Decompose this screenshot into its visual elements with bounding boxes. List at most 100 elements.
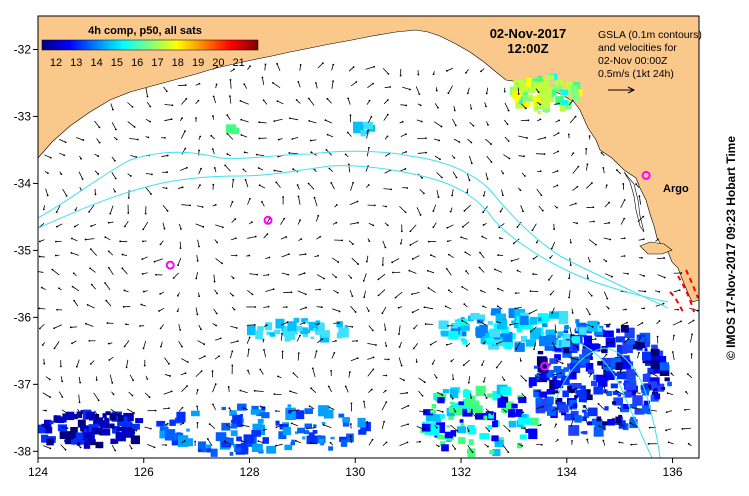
velocity-arrow-head [465,345,468,347]
velocity-arrow [486,155,492,163]
velocity-arrow-head [132,379,135,382]
velocity-arrow-head [297,352,300,355]
velocity-arrow-head [111,381,114,384]
velocity-arrow-head [367,129,370,132]
velocity-arrow-head [437,445,440,448]
velocity-arrow-head [486,178,489,180]
sst-cell [518,414,530,425]
sst-cell [467,428,477,435]
velocity-arrow-head [665,411,668,414]
velocity-arrow-head [65,194,68,197]
sst-cell [613,397,624,406]
sst-cell [450,326,461,335]
sst-cell [79,440,85,445]
velocity-arrow-head [381,312,384,315]
velocity-arrow-head [355,81,358,83]
velocity-arrow-head [196,405,198,408]
sst-cell [287,321,297,332]
velocity-arrow-head [387,358,390,361]
velocity-arrow [88,204,95,213]
velocity-arrow-head [450,360,453,363]
velocity-arrow-head [351,325,354,328]
velocity-arrow [227,133,234,140]
velocity-arrow-head [602,439,605,442]
sst-cell [551,89,557,96]
sst-cell [163,423,168,427]
sst-cell [446,425,450,428]
velocity-arrow [470,411,476,417]
sst-cell [532,96,543,108]
sst-cell [226,437,234,446]
velocity-arrow [213,274,215,282]
velocity-arrow-head [184,147,187,150]
velocity-arrow-head [226,424,228,427]
velocity-arrow-head [470,162,473,165]
velocity-arrow-head [261,76,264,79]
velocity-arrow-head [319,235,322,238]
velocity-arrow [436,409,443,413]
sst-cell [616,352,623,357]
velocity-arrow-head [335,276,337,279]
velocity-arrow-head [584,417,587,420]
sst-cell [552,375,557,381]
sst-cell [159,426,169,435]
velocity-arrow [276,443,283,447]
velocity-arrow-head [198,82,201,85]
velocity-arrow-head [309,442,312,444]
colorbar-tick: 14 [90,57,102,69]
velocity-arrow [416,207,421,216]
velocity-arrow-head [285,306,288,308]
velocity-arrow [350,81,357,87]
sst-cell [448,330,459,340]
velocity-arrow-head [292,372,295,375]
sst-cell [664,377,670,382]
sst-cell [113,439,119,444]
velocity-arrow [276,63,281,72]
sst-cell [357,417,366,428]
velocity-arrow-head [547,279,550,281]
velocity-arrow-head [104,282,107,284]
velocity-arrow-head [394,296,397,299]
sst-cell [321,422,326,425]
velocity-arrow-head [368,146,370,149]
argo-float [165,260,175,270]
velocity-arrow-head [386,113,389,116]
sst-cell [266,331,271,336]
sst-cell [539,77,550,89]
velocity-arrow-head [502,172,504,175]
velocity-arrow-head [649,372,652,375]
sst-cell [564,414,571,421]
sst-cell [68,414,75,419]
sst-cell [606,390,612,397]
velocity-arrow-head [198,245,200,248]
velocity-arrow-head [386,224,389,227]
velocity-arrow [511,258,520,262]
velocity-arrow-head [348,371,351,373]
velocity-arrow-head [338,310,341,313]
velocity-arrow-head [413,327,416,330]
velocity-arrow [366,147,370,157]
sst-cell [568,425,580,436]
sst-cell [521,413,528,418]
sst-cell [502,332,513,343]
sst-cell [500,386,512,396]
velocity-arrow [515,341,521,350]
velocity-arrow [78,394,80,403]
velocity-arrow-head [397,306,400,309]
velocity-arrow-head [332,80,334,83]
velocity-arrow [510,322,519,326]
velocity-arrow [603,237,611,240]
velocity-arrow-head [440,125,443,128]
velocity-arrow-head [632,407,634,409]
sst-cell [477,314,486,321]
velocity-arrow [272,82,281,89]
velocity-arrow-head [115,138,118,141]
velocity-arrow [378,273,386,280]
sst-cell [338,327,349,338]
velocity-arrow-head [431,362,434,365]
sst-cell [533,107,538,112]
sst-cell [518,396,527,404]
velocity-arrow-head [88,339,91,342]
velocity-arrow-head [123,345,126,348]
sst-cell [590,380,598,387]
